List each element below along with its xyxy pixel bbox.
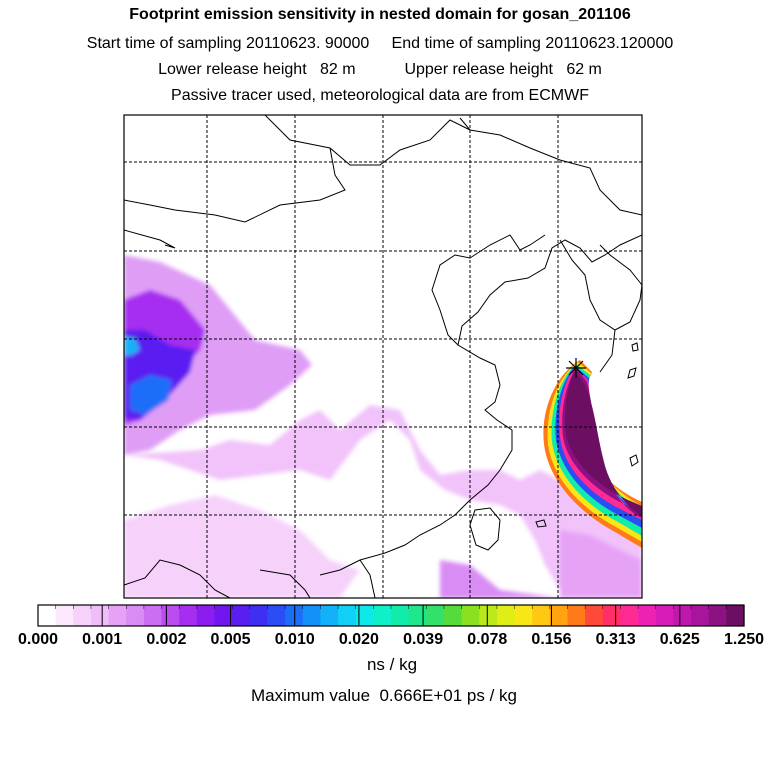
colorbar-cell (73, 605, 92, 626)
colorbar-tick-label: 0.313 (596, 631, 636, 648)
colorbar-tick-label: 0.000 (18, 631, 58, 648)
colorbar-ticks (37, 605, 745, 626)
release-height-line: Lower release height 82 m Upper release … (158, 61, 602, 78)
sampling-time-line: Start time of sampling 20110623. 90000 E… (86, 35, 674, 52)
colorbar-tick-label: 0.002 (146, 631, 186, 648)
colorbar-cell (514, 605, 533, 626)
colorbar-tick-label: 1.250 (724, 631, 764, 648)
colorbar-cell (426, 605, 445, 626)
colorbar-cell (214, 605, 233, 626)
sensitivity-plume-coast (543, 360, 642, 548)
footprint-map (123, 114, 643, 599)
receptor-star-icon (566, 358, 586, 378)
colorbar-cell (443, 605, 463, 626)
colorbar-cell (391, 605, 410, 626)
sensitivity-field-west (124, 255, 642, 598)
colorbar-cell (196, 605, 216, 626)
colorbar-cell (655, 605, 674, 626)
colorbar-cell (355, 605, 374, 626)
colorbar-cell (479, 605, 498, 626)
colorbar-cell (585, 605, 604, 626)
colorbar-cell (285, 605, 304, 626)
colorbar-cell (532, 605, 551, 626)
colorbar-cell (549, 605, 569, 626)
colorbar-cells (38, 605, 745, 626)
tracer-info-line: Passive tracer used, meteorological data… (171, 87, 589, 104)
coastlines (124, 115, 642, 598)
lat-lon-grid (124, 115, 642, 598)
colorbar-tick-label: 0.020 (339, 631, 379, 648)
colorbar-tick-label: 0.156 (531, 631, 571, 648)
colorbar-cell (726, 605, 745, 626)
colorbar-cell (461, 605, 480, 626)
colorbar-cell (267, 605, 286, 626)
colorbar-cell (161, 605, 180, 626)
colorbar-cell (232, 605, 251, 626)
colorbar-cell (143, 605, 163, 626)
colorbar-tick-label: 0.010 (275, 631, 315, 648)
colorbar-cell (708, 605, 727, 626)
colorbar-tick-label: 0.039 (403, 631, 443, 648)
colorbar-tick-label: 0.078 (467, 631, 507, 648)
colorbar-cell (108, 605, 127, 626)
colorbar-cell (408, 605, 427, 626)
colorbar-cell (320, 605, 339, 626)
colorbar-cell (638, 605, 657, 626)
colorbar-cell (38, 605, 57, 626)
colorbar-cell (620, 605, 639, 626)
colorbar-tick-label: 0.625 (660, 631, 700, 648)
plot-title: Footprint emission sensitivity in nested… (129, 6, 631, 23)
colorbar-tick-label: 0.005 (211, 631, 251, 648)
colorbar-tick-label: 0.001 (82, 631, 122, 648)
colorbar-units: ns / kg (366, 655, 418, 674)
maximum-value-label: Maximum value 0.666E+01 ps / kg (251, 686, 517, 705)
colorbar-cell (602, 605, 622, 626)
map-content (124, 115, 642, 598)
colorbar-cell (373, 605, 392, 626)
colorbar-cell (338, 605, 357, 626)
colorbar-tick-labels: 0.000 0.001 0.002 0.005 0.010 0.020 0.039 0.078… (18, 631, 764, 648)
colorbar-cell (179, 605, 198, 626)
colorbar-cell (496, 605, 516, 626)
colorbar-cell (302, 605, 321, 626)
colorbar-cell (126, 605, 145, 626)
colorbar-cell (567, 605, 586, 626)
colorbar-cell (90, 605, 110, 626)
colorbar-cell (673, 605, 692, 626)
colorbar-cell (55, 605, 74, 626)
map-frame (123, 114, 643, 599)
colorbar: 0.000 0.001 0.002 0.005 0.010 0.020 0.039 0.078… (18, 604, 764, 648)
colorbar-cell (691, 605, 710, 626)
colorbar-cell (249, 605, 269, 626)
